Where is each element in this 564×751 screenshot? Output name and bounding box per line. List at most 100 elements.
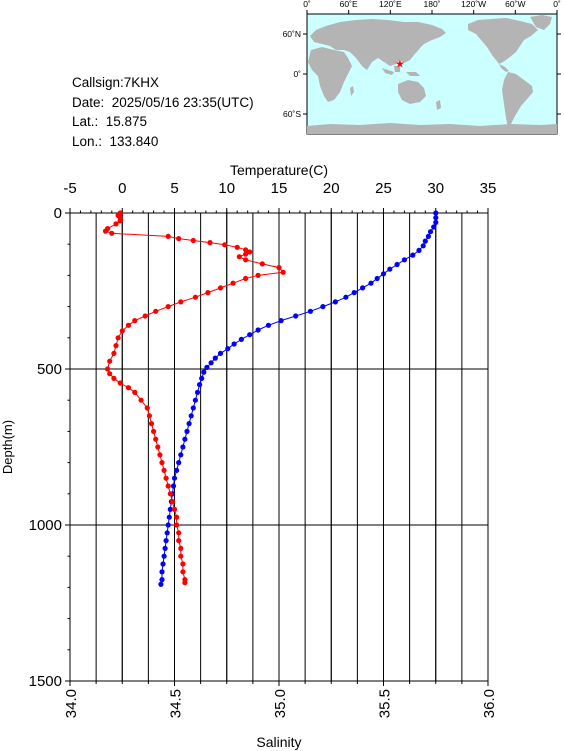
temperature-point (374, 275, 380, 282)
temperature-point (433, 210, 439, 216)
temperature-point (360, 285, 366, 291)
salinity-point (115, 335, 121, 341)
temperature-point (416, 247, 422, 253)
temperature-point (182, 436, 188, 442)
salinity-point (165, 233, 171, 239)
temperature-point (197, 382, 203, 388)
salinity-point (105, 366, 111, 372)
temperature-point (231, 341, 237, 347)
temperature-point (433, 219, 439, 225)
date-label: Date: 2025/05/16 23:35(UTC) (72, 94, 254, 110)
temperature-point (307, 308, 313, 314)
salinity-point (255, 272, 261, 278)
salinity-tick-label: 34.5 (168, 689, 185, 718)
temperature-point (170, 483, 177, 489)
salinity-point (148, 421, 155, 427)
temperature-point (190, 405, 196, 411)
salinity-point (230, 280, 236, 286)
temperature-point (431, 224, 437, 230)
salinity-point (205, 290, 211, 296)
temperature-point (208, 360, 214, 366)
map-lon-label: 180˚ (423, 0, 440, 9)
map-lon-label: 60˚W (505, 0, 525, 9)
longitude-label: Lon.: 133.840 (72, 133, 159, 149)
salinity-point (161, 467, 167, 473)
salinity-tick-label: 36.0 (481, 689, 498, 718)
depth-axis-title: Depth(m) (0, 420, 15, 474)
salinity-point (174, 522, 180, 528)
salinity-point (151, 428, 157, 434)
temperature-point (159, 569, 165, 575)
temperature-point (188, 413, 194, 419)
temperature-tick-label: 25 (375, 180, 392, 197)
map-lon-label: 120˚W (461, 0, 486, 9)
depth-tick-label: 1000 (29, 517, 62, 534)
temperature-point (278, 318, 284, 324)
temperature-point (162, 545, 168, 552)
salinity-point (243, 275, 249, 282)
salinity-point (132, 389, 138, 395)
map-lon-label: 120˚E (379, 0, 402, 9)
temperature-tick-label: -5 (63, 180, 76, 197)
salinity-point (155, 444, 161, 450)
temperature-point (255, 327, 261, 333)
map-lon-label: 60˚E (340, 0, 358, 9)
salinity-point (144, 405, 150, 411)
temperature-point (401, 257, 407, 263)
series-layer (102, 210, 439, 587)
temperature-point (265, 322, 272, 328)
salinity-point (109, 230, 115, 236)
temperature-point (171, 475, 178, 481)
salinity-point (276, 265, 282, 271)
temperature-axis: -5 0 5 10 15 20 25 30 35 (63, 180, 496, 213)
salinity-point (190, 237, 196, 244)
map-lon-label: 0˚ (303, 0, 311, 9)
temperature-point (163, 538, 169, 544)
station-marker-icon: ★ (395, 57, 405, 70)
temperature-point (380, 271, 387, 277)
temperature-point (394, 261, 400, 268)
temperature-point (159, 577, 165, 583)
temperature-point (192, 397, 198, 403)
map-axis-labels: 0˚ 60˚E 120˚E 180˚ 120˚W 60˚W 0˚ 60˚N 0˚ 60˚S (283, 0, 561, 119)
chart-grid (69, 212, 489, 682)
temperature-point (164, 530, 170, 536)
salinity-point (236, 254, 242, 260)
temperature-point (167, 506, 173, 512)
salinity-point (234, 244, 240, 250)
temperature-tick-label: 5 (170, 180, 178, 197)
temperature-point (425, 233, 431, 239)
salinity-point (138, 397, 144, 403)
temperature-point (427, 229, 434, 235)
temperature-point (176, 460, 182, 466)
temperature-point (368, 280, 374, 286)
map-lat-label: 0˚ (293, 69, 301, 79)
temperature-point (204, 364, 210, 370)
salinity-point (169, 499, 175, 505)
temperature-point (201, 369, 207, 375)
station-info: Callsign:7KHX Date: 2025/05/16 23:35(UTC… (72, 73, 254, 151)
salinity-point (142, 313, 148, 319)
map-lon-label: 0˚ (553, 0, 561, 9)
salinity-point (243, 251, 249, 257)
salinity-point (107, 371, 113, 377)
temperature-point (387, 266, 393, 272)
temperature-point (320, 304, 326, 310)
temperature-point (238, 336, 244, 342)
salinity-point (243, 247, 249, 253)
temperature-point (199, 375, 205, 381)
temperature-point (293, 313, 299, 319)
salinity-point (178, 553, 184, 559)
salinity-point (243, 257, 249, 263)
salinity-point (217, 285, 224, 291)
temperature-point (420, 243, 426, 249)
salinity-point (107, 358, 113, 364)
salinity-point (165, 483, 171, 489)
salinity-point (167, 491, 173, 497)
depth-tick-label: 1500 (29, 673, 62, 690)
salinity-point (117, 380, 123, 386)
salinity-axis-title: Salinity (256, 734, 301, 750)
salinity-point (174, 514, 180, 520)
temperature-point (212, 355, 218, 361)
temperature-point (247, 332, 253, 338)
